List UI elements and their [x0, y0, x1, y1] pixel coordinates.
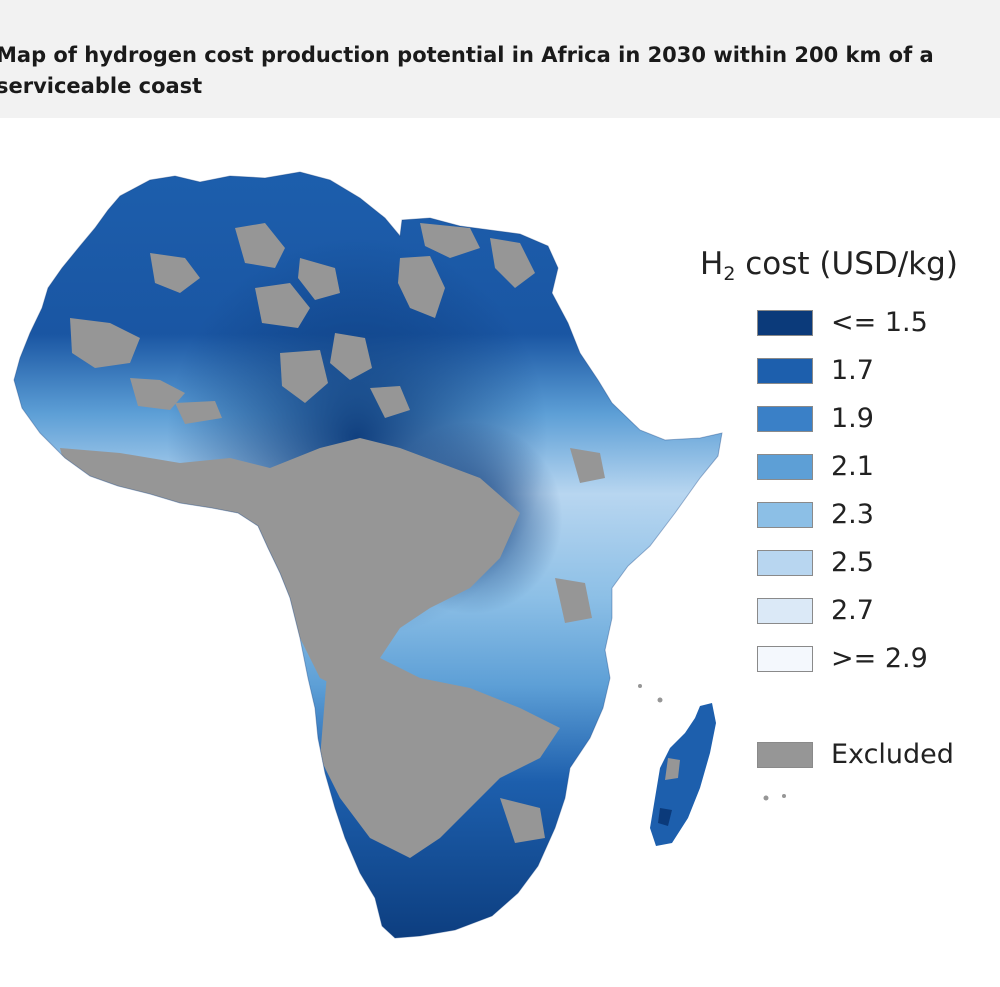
- excluded-patch: [395, 778, 430, 823]
- legend-label: 2.5: [831, 547, 874, 578]
- excluded-patch: [555, 578, 592, 623]
- map-canvas: [13, 171, 786, 939]
- legend-label: >= 2.9: [831, 643, 928, 674]
- legend-label: 1.9: [831, 403, 874, 434]
- legend-swatch: [757, 454, 813, 480]
- continent: [14, 172, 722, 938]
- legend-swatch: [757, 406, 813, 432]
- island: [638, 684, 642, 688]
- excluded-patch: [330, 333, 372, 380]
- legend-swatch: [757, 550, 813, 576]
- legend-title-subscript: 2: [723, 263, 736, 285]
- excluded-patch: [500, 798, 545, 843]
- excluded-patch: [398, 830, 420, 853]
- excluded-patch: [70, 318, 140, 368]
- excluded-patch: [420, 223, 480, 258]
- legend-label-excluded: Excluded: [831, 739, 954, 770]
- legend-swatch-excluded: [757, 742, 813, 768]
- excluded-patch: [130, 378, 185, 410]
- excluded-patch: [255, 283, 310, 328]
- legend-title-symbol: H: [700, 246, 724, 282]
- legend-label: 1.7: [831, 355, 874, 386]
- excluded-patch: [490, 238, 535, 288]
- island: [763, 795, 769, 801]
- excluded-south-central: [320, 638, 560, 858]
- excluded-patch: [298, 258, 340, 300]
- legend: H2 cost (USD/kg) <= 1.5 1.7 1.9 2.1 2.3 …: [700, 244, 990, 784]
- excluded-patch: [570, 448, 605, 483]
- excluded-areas: [60, 223, 605, 908]
- madagascar-low-cost: [658, 808, 672, 826]
- legend-swatch: [757, 646, 813, 672]
- island: [782, 794, 786, 798]
- legend-label: 2.1: [831, 451, 874, 482]
- africa-map: [0, 118, 1000, 987]
- excluded-patch: [370, 386, 410, 418]
- excluded-patch: [175, 401, 222, 424]
- legend-label: 2.7: [831, 595, 874, 626]
- excluded-patch: [235, 223, 285, 268]
- legend-swatch: [757, 598, 813, 624]
- legend-swatch: [757, 358, 813, 384]
- madagascar-excluded: [665, 758, 680, 780]
- island: [657, 697, 663, 703]
- legend-label: <= 1.5: [831, 307, 928, 338]
- legend-title-unit: cost (USD/kg): [735, 246, 958, 282]
- legend-swatch: [757, 502, 813, 528]
- title-bar: Map of hydrogen cost production potentia…: [0, 0, 1000, 118]
- legend-swatch: [757, 310, 813, 336]
- excluded-patch: [150, 253, 200, 293]
- island: [266, 538, 270, 542]
- excluded-patch: [280, 350, 328, 403]
- map-title: Map of hydrogen cost production potentia…: [0, 43, 934, 98]
- legend-title: H2 cost (USD/kg): [700, 244, 958, 294]
- legend-label: 2.3: [831, 499, 874, 530]
- excluded-central: [60, 438, 520, 688]
- excluded-patch: [398, 256, 445, 318]
